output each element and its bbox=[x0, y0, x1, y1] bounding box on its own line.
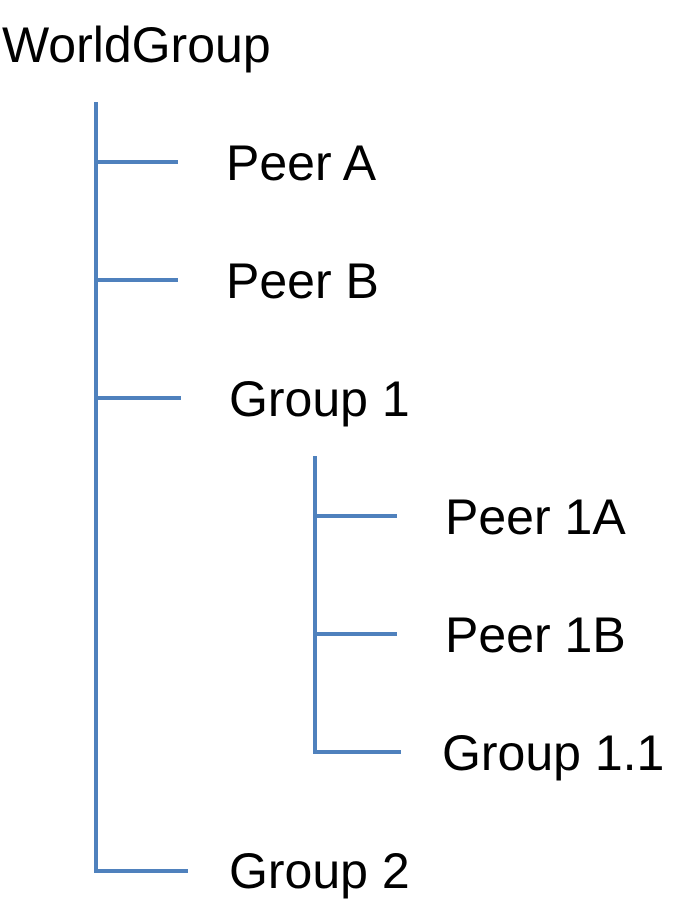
node-label-peer-1b: Peer 1B bbox=[445, 607, 626, 663]
node-label-group-1: Group 1 bbox=[229, 371, 410, 427]
node-label-group-1-1: Group 1.1 bbox=[442, 725, 665, 781]
node-label-worldgroup: WorldGroup bbox=[2, 17, 271, 73]
node-label-peer-a: Peer A bbox=[226, 135, 377, 191]
node-label-group-2: Group 2 bbox=[229, 843, 410, 899]
node-label-peer-1a: Peer 1A bbox=[445, 489, 626, 545]
node-label-peer-b: Peer B bbox=[226, 253, 379, 309]
